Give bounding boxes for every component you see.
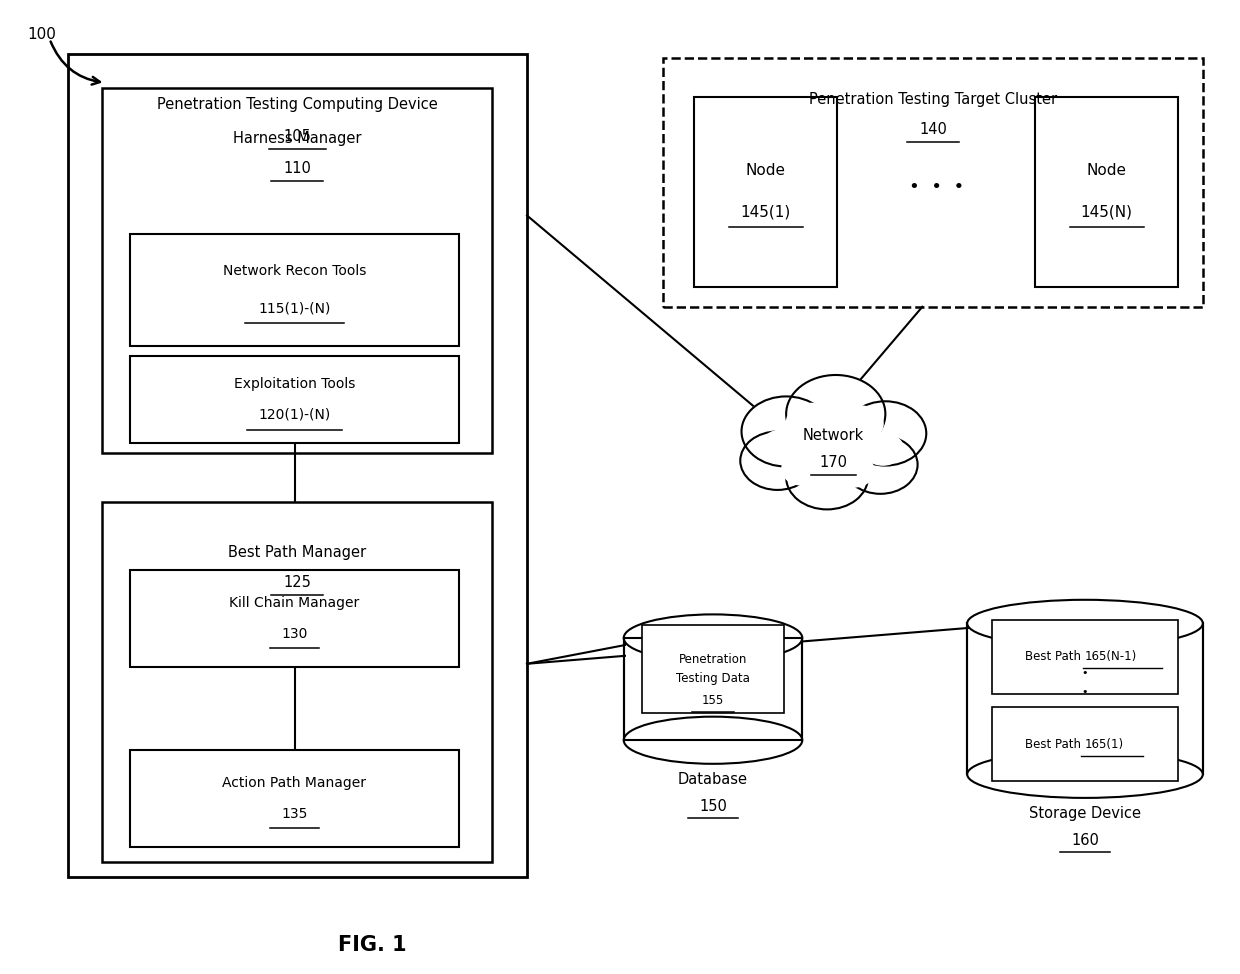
Text: Node: Node [745, 164, 786, 178]
Text: 100: 100 [27, 27, 56, 42]
Text: 165(1): 165(1) [1085, 737, 1125, 751]
Text: Testing Data: Testing Data [676, 672, 750, 686]
Text: 120(1)-(N): 120(1)-(N) [258, 408, 331, 422]
Ellipse shape [624, 717, 802, 764]
Text: Harness Manager: Harness Manager [233, 131, 361, 146]
Circle shape [786, 403, 836, 442]
Ellipse shape [624, 615, 802, 661]
Text: Database: Database [678, 771, 748, 787]
Text: 105: 105 [284, 129, 311, 144]
Text: Best Path: Best Path [1025, 737, 1085, 751]
FancyBboxPatch shape [102, 88, 492, 453]
Text: 150: 150 [699, 799, 727, 814]
Text: •: • [1081, 667, 1089, 678]
Circle shape [838, 406, 883, 441]
FancyBboxPatch shape [130, 570, 459, 667]
FancyBboxPatch shape [663, 58, 1203, 307]
FancyBboxPatch shape [626, 640, 800, 738]
Circle shape [833, 455, 874, 487]
Text: Penetration Testing Computing Device: Penetration Testing Computing Device [157, 96, 438, 112]
FancyBboxPatch shape [130, 234, 459, 346]
FancyBboxPatch shape [130, 750, 459, 847]
Circle shape [786, 445, 868, 509]
FancyBboxPatch shape [970, 625, 1200, 772]
FancyBboxPatch shape [992, 707, 1178, 781]
Text: 145(1): 145(1) [740, 205, 791, 219]
Text: 170: 170 [820, 455, 847, 470]
Ellipse shape [967, 751, 1203, 798]
Text: Kill Chain Manager: Kill Chain Manager [229, 596, 360, 610]
FancyBboxPatch shape [624, 638, 802, 740]
Text: 160: 160 [1071, 833, 1099, 848]
Circle shape [844, 401, 926, 466]
Text: Best Path: Best Path [1025, 650, 1085, 663]
FancyBboxPatch shape [642, 625, 784, 713]
Text: Best Path Manager: Best Path Manager [228, 544, 366, 560]
Circle shape [838, 423, 878, 456]
Text: •: • [1081, 706, 1089, 717]
FancyBboxPatch shape [992, 619, 1178, 693]
Circle shape [781, 453, 823, 485]
Text: 110: 110 [283, 161, 311, 176]
Text: Network Recon Tools: Network Recon Tools [223, 264, 366, 279]
Text: 165(N-1): 165(N-1) [1085, 650, 1137, 663]
Text: 140: 140 [919, 122, 947, 137]
Text: Storage Device: Storage Device [1029, 805, 1141, 821]
Text: 115(1)-(N): 115(1)-(N) [258, 301, 331, 316]
FancyBboxPatch shape [68, 54, 527, 877]
Text: •  •  •: • • • [909, 178, 963, 197]
Text: Node: Node [1086, 164, 1127, 178]
Text: •: • [1081, 687, 1089, 697]
Circle shape [786, 375, 885, 453]
Text: Penetration: Penetration [678, 653, 748, 666]
Ellipse shape [967, 600, 1203, 647]
Text: 125: 125 [283, 575, 311, 590]
Text: 155: 155 [702, 693, 724, 707]
Text: Exploitation Tools: Exploitation Tools [234, 377, 355, 391]
Text: 130: 130 [281, 627, 308, 641]
Circle shape [808, 428, 854, 464]
Text: FIG. 1: FIG. 1 [337, 935, 407, 955]
Text: Network: Network [802, 428, 864, 443]
FancyBboxPatch shape [102, 502, 492, 862]
Text: Penetration Testing Target Cluster: Penetration Testing Target Cluster [808, 92, 1058, 107]
Circle shape [863, 432, 904, 466]
Circle shape [761, 430, 802, 463]
FancyBboxPatch shape [967, 623, 1203, 774]
Text: 135: 135 [281, 807, 308, 821]
Circle shape [740, 431, 815, 490]
Circle shape [843, 435, 918, 494]
Text: 145(N): 145(N) [1081, 205, 1132, 219]
FancyBboxPatch shape [694, 97, 837, 287]
FancyBboxPatch shape [1035, 97, 1178, 287]
Text: Action Path Manager: Action Path Manager [222, 776, 367, 790]
FancyBboxPatch shape [130, 356, 459, 443]
Circle shape [784, 436, 830, 472]
Circle shape [742, 396, 831, 467]
